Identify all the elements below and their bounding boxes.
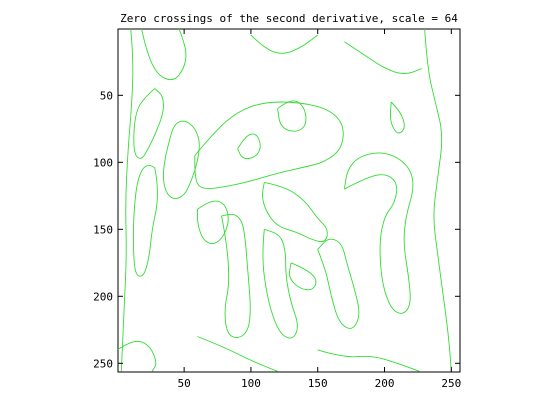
zero-crossing-curve-12 [221, 213, 251, 339]
zero-crossing-curve-17 [250, 34, 318, 54]
zero-crossing-curve-15 [424, 29, 452, 372]
y-tick-label-200: 200 [93, 290, 113, 303]
zero-crossing-curve-9 [197, 200, 229, 245]
y-tick-label-50: 50 [100, 89, 113, 102]
x-tick-label-150: 150 [308, 377, 328, 390]
zero-crossing-curve-22 [288, 262, 317, 291]
zero-crossing-curve-21 [118, 340, 157, 372]
zero-crossing-curve-7 [237, 133, 261, 159]
zero-crossing-curve-10 [262, 181, 328, 243]
zero-crossing-curve-18 [197, 336, 278, 372]
chart-title: Zero crossings of the second derivative,… [120, 12, 458, 25]
y-axis: 50 100 150 200 250 [93, 89, 460, 370]
zero-crossing-curve-4 [163, 120, 200, 199]
x-tick-label-100: 100 [241, 377, 261, 390]
x-tick-label-50: 50 [178, 377, 191, 390]
plot-frame [117, 28, 461, 373]
x-tick-label-200: 200 [375, 377, 395, 390]
x-tick-label-250: 250 [441, 377, 461, 390]
plot-lines [118, 29, 452, 372]
plot-border [117, 28, 461, 373]
zero-crossing-curve-16 [344, 41, 423, 74]
zero-crossing-curve-3 [133, 88, 164, 159]
zero-crossing-curve-11 [343, 152, 414, 314]
y-tick-label-250: 250 [93, 357, 113, 370]
zero-crossing-curve-8 [277, 100, 307, 132]
zero-crossing-curve-6 [194, 101, 344, 189]
zero-crossing-curve-2 [141, 29, 187, 81]
y-tick-label-100: 100 [93, 156, 113, 169]
x-axis: 50 100 150 200 250 [178, 29, 461, 390]
zero-crossing-curve-1 [120, 29, 134, 372]
zero-crossing-curve-19 [317, 349, 420, 372]
zero-crossing-curve-5 [132, 165, 158, 277]
zero-crossing-curve-14 [317, 238, 360, 329]
zero-crossing-curve-20 [389, 101, 405, 134]
y-tick-label-150: 150 [93, 223, 113, 236]
zero-crossing-curve-13 [262, 228, 298, 339]
